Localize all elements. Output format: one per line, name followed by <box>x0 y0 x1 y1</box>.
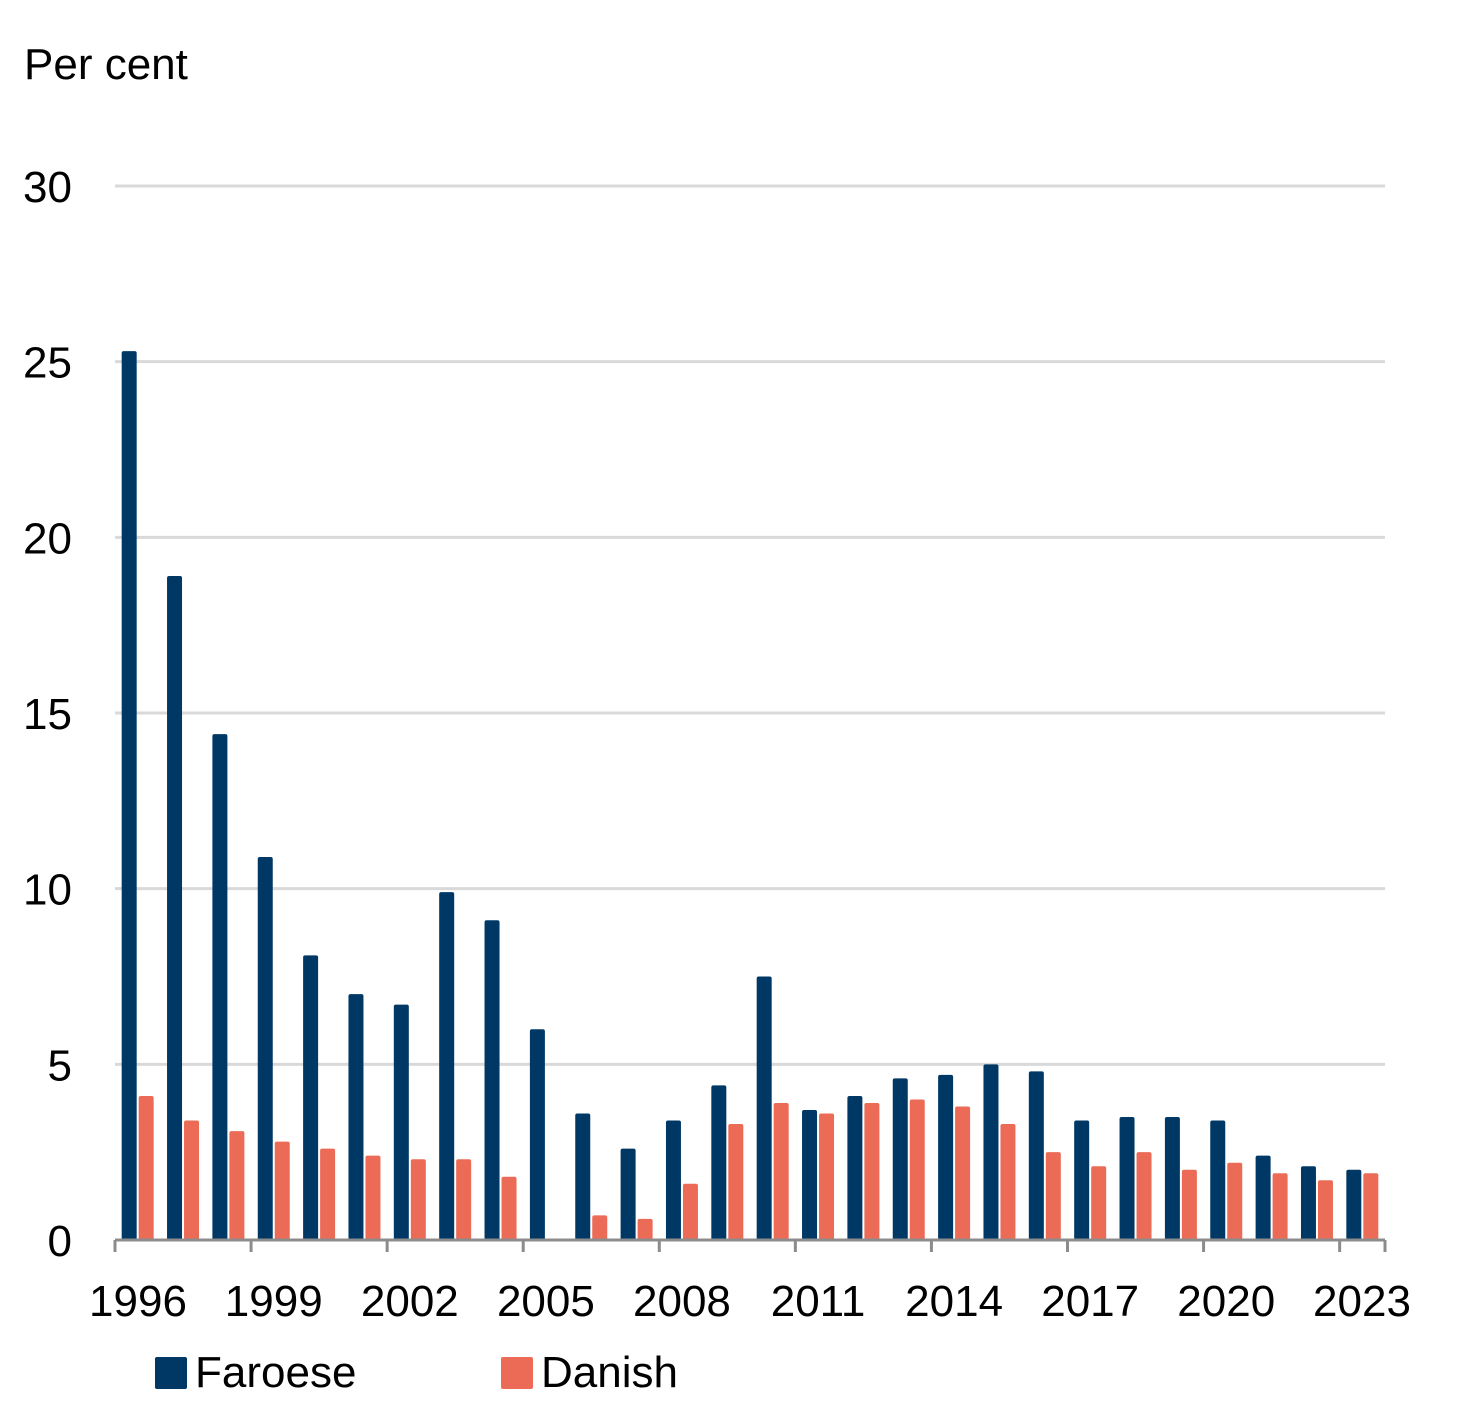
bar-faroese-2005 <box>529 1029 545 1240</box>
bar-faroese-2014 <box>938 1074 954 1240</box>
gridlines <box>115 184 1385 1066</box>
legend-swatch-faroese <box>155 1357 187 1389</box>
bar-faroese-2019 <box>1164 1117 1180 1240</box>
bars <box>121 351 1379 1240</box>
bar-danish-2022 <box>1317 1180 1333 1240</box>
bar-danish-2015 <box>1000 1124 1016 1240</box>
bar-danish-2011 <box>819 1113 835 1240</box>
x-tick-label-2005: 2005 <box>497 1277 595 1326</box>
y-tick-label-15: 15 <box>23 690 72 739</box>
bar-faroese-2017 <box>1074 1120 1090 1240</box>
legend-item-danish: Danish <box>501 1348 678 1398</box>
bar-danish-2023 <box>1363 1173 1379 1240</box>
bar-faroese-2010 <box>756 976 772 1240</box>
x-tick-label-2020: 2020 <box>1177 1277 1275 1326</box>
x-axis <box>113 1238 1387 1252</box>
legend-swatch-danish <box>501 1357 533 1389</box>
legend-item-faroese: Faroese <box>155 1348 356 1398</box>
y-tick-labels: 0 5 10 15 20 25 30 <box>23 163 72 1266</box>
x-tick-label-2011: 2011 <box>771 1277 866 1326</box>
y-axis-title: Per cent <box>24 40 188 89</box>
bar-faroese-2023 <box>1346 1169 1362 1240</box>
bar-danish-2016 <box>1045 1152 1061 1240</box>
y-tick-label-30: 30 <box>23 163 72 212</box>
y-tick-label-5: 5 <box>48 1041 72 1090</box>
bar-danish-2007 <box>637 1218 653 1240</box>
bar-faroese-2008 <box>665 1120 681 1240</box>
bar-faroese-2013 <box>892 1078 908 1240</box>
bar-danish-2017 <box>1091 1166 1107 1240</box>
legend-label-faroese: Faroese <box>195 1348 357 1397</box>
bar-danish-1998 <box>229 1131 245 1240</box>
bar-danish-2019 <box>1181 1169 1197 1240</box>
bar-faroese-2002 <box>393 1004 409 1240</box>
bar-faroese-2006 <box>575 1113 591 1240</box>
legend-label-danish: Danish <box>541 1348 678 1397</box>
bar-faroese-1997 <box>167 575 183 1240</box>
bar-danish-1997 <box>184 1120 200 1240</box>
x-tick-label-2023: 2023 <box>1313 1277 1411 1326</box>
bar-faroese-1998 <box>212 734 228 1240</box>
bar-danish-2010 <box>773 1102 789 1240</box>
bar-faroese-1996 <box>121 351 137 1240</box>
x-tick-label-2008: 2008 <box>633 1277 731 1326</box>
bar-faroese-2000 <box>303 955 319 1240</box>
bar-faroese-2001 <box>348 994 364 1240</box>
bar-faroese-2003 <box>439 892 455 1240</box>
bar-danish-1999 <box>274 1141 290 1240</box>
bar-faroese-2022 <box>1300 1166 1316 1240</box>
bar-danish-2008 <box>682 1183 698 1240</box>
x-tick-label-1999: 1999 <box>225 1277 323 1326</box>
bar-danish-1996 <box>138 1095 154 1240</box>
bar-danish-2006 <box>592 1215 608 1240</box>
x-tick-label-2017: 2017 <box>1041 1277 1139 1326</box>
bar-danish-2001 <box>365 1155 381 1240</box>
bar-faroese-2021 <box>1255 1155 1271 1240</box>
bar-danish-2013 <box>909 1099 925 1240</box>
bar-danish-2012 <box>864 1102 880 1240</box>
bar-danish-2009 <box>728 1124 744 1240</box>
bar-faroese-2004 <box>484 920 500 1240</box>
bar-danish-2014 <box>955 1106 971 1240</box>
bar-danish-2020 <box>1227 1162 1243 1240</box>
bar-danish-2000 <box>320 1148 336 1240</box>
bar-faroese-2009 <box>711 1085 727 1240</box>
y-tick-label-10: 10 <box>23 866 72 915</box>
y-tick-label-20: 20 <box>23 514 72 563</box>
bar-danish-2004 <box>501 1176 517 1240</box>
bar-danish-2021 <box>1272 1173 1288 1240</box>
bar-danish-2003 <box>456 1159 472 1240</box>
bar-faroese-2018 <box>1119 1117 1135 1240</box>
y-tick-label-0: 0 <box>48 1217 72 1266</box>
y-tick-label-25: 25 <box>23 339 72 388</box>
bar-faroese-2020 <box>1210 1120 1226 1240</box>
x-tick-label-2014: 2014 <box>905 1277 1003 1326</box>
bar-faroese-2015 <box>983 1064 999 1240</box>
bar-faroese-2011 <box>802 1110 818 1240</box>
bar-faroese-2007 <box>620 1148 636 1240</box>
bar-faroese-2016 <box>1028 1071 1044 1240</box>
bar-faroese-1999 <box>257 857 273 1240</box>
x-tick-label-2002: 2002 <box>361 1277 459 1326</box>
bar-danish-2018 <box>1136 1152 1152 1240</box>
bar-danish-2002 <box>410 1159 426 1240</box>
bar-faroese-2012 <box>847 1095 863 1240</box>
x-tick-label-1996: 1996 <box>89 1277 187 1326</box>
x-tick-labels: 1996 1999 2002 2005 2008 2011 2014 2017 2020 2023 <box>89 1277 1411 1326</box>
